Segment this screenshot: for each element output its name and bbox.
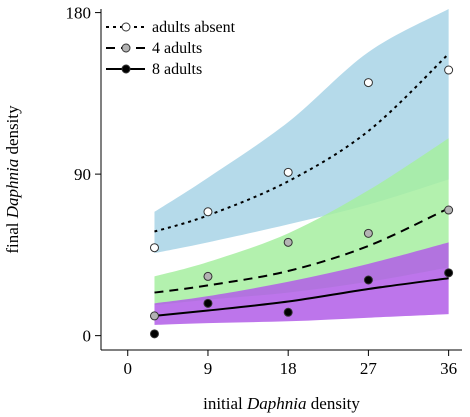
point-series-1-3 <box>283 167 293 177</box>
point-series-3-3 <box>283 307 293 317</box>
x-ticks: 0 9 18 27 36 <box>123 350 457 378</box>
y-ticks: 0 90 180 <box>66 4 101 346</box>
point-series-1-1 <box>149 243 159 253</box>
point-series-2-4 <box>363 228 373 238</box>
legend-marker-series-2 <box>121 43 131 53</box>
point-series-2-5 <box>444 205 454 215</box>
point-series-3-2 <box>203 298 213 308</box>
y-tick-label: 90 <box>74 165 91 184</box>
x-axis-label-part-3: density <box>307 394 361 413</box>
fit-line-series-1 <box>154 53 450 233</box>
point-series-2-1 <box>149 311 159 321</box>
legend: adults absent 4 adults 8 adults <box>106 19 236 78</box>
point-series-2-2 <box>203 271 213 281</box>
confidence-bands <box>154 9 449 325</box>
x-tick-label: 27 <box>360 359 378 378</box>
legend-label-series-1: adults absent <box>152 19 236 36</box>
point-series-1-4 <box>363 78 373 88</box>
data-points <box>149 65 454 339</box>
x-axis-label-part-2: Daphnia <box>246 394 307 413</box>
fit-lines <box>154 53 450 317</box>
y-tick-label: 180 <box>66 4 92 23</box>
band-series-3 <box>154 242 449 325</box>
x-tick-label: 9 <box>204 359 213 378</box>
point-series-2-3 <box>283 237 293 247</box>
x-tick-label: 36 <box>440 359 457 378</box>
x-tick-label: 18 <box>280 359 297 378</box>
y-axis-label-part-1: final <box>3 218 22 253</box>
x-tick-label: 0 <box>123 359 132 378</box>
legend-label-series-3: 8 adults <box>152 61 202 78</box>
y-tick-label: 0 <box>83 327 92 346</box>
legend-marker-series-3 <box>121 64 131 74</box>
y-axis-label-part-2: Daphnia <box>3 159 22 220</box>
point-series-3-4 <box>363 275 373 285</box>
point-series-3-5 <box>444 268 454 278</box>
y-axis-label-part-3: density <box>3 105 22 159</box>
fit-line-series-3 <box>154 277 449 317</box>
x-axis-label: initial Daphnia density <box>203 394 360 413</box>
legend-marker-series-1 <box>121 22 131 32</box>
point-series-1-2 <box>203 207 213 217</box>
legend-label-series-2: 4 adults <box>152 40 202 57</box>
axes: 0 9 18 27 36 0 90 180 <box>66 4 462 378</box>
x-axis-label-part-1: initial <box>203 394 247 413</box>
point-series-3-1 <box>149 329 159 339</box>
fit-line-series-2 <box>154 207 450 294</box>
y-axis-label: final Daphnia density <box>3 105 22 254</box>
point-series-1-5 <box>444 65 454 75</box>
